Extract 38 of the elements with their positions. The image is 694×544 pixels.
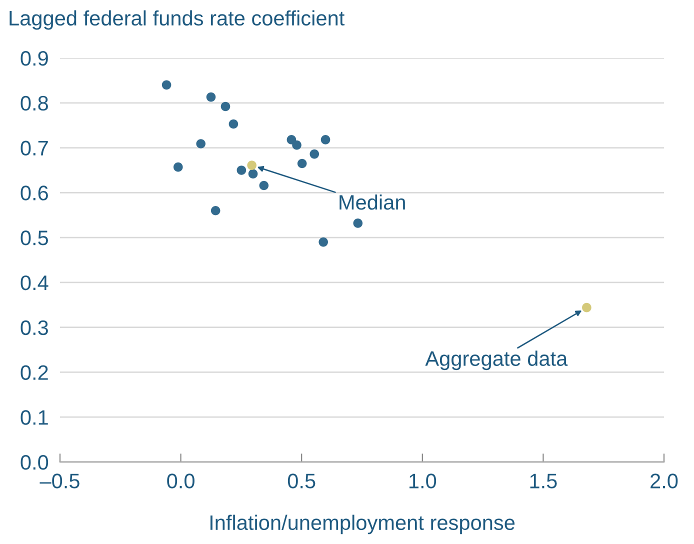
point bbox=[353, 218, 363, 228]
point bbox=[318, 237, 328, 247]
point bbox=[210, 206, 220, 216]
point bbox=[236, 166, 246, 175]
point bbox=[292, 140, 302, 150]
y-axis-title: Lagged federal funds rate coefficient bbox=[10, 10, 345, 30]
x-tick-label: 0.0 bbox=[167, 474, 194, 488]
point bbox=[173, 162, 183, 172]
point bbox=[196, 139, 206, 148]
y-tick-label: 0.2 bbox=[20, 365, 48, 380]
point bbox=[220, 102, 230, 112]
point bbox=[162, 80, 172, 90]
point bbox=[582, 302, 592, 312]
y-tick-label: 0.1 bbox=[20, 410, 48, 425]
x-tick-label: 1.0 bbox=[410, 474, 436, 488]
y-tick-label: 0.0 bbox=[20, 455, 48, 470]
y-tick-label: 0.9 bbox=[20, 51, 48, 66]
x-axis-title: Inflation/unemployment response bbox=[210, 514, 515, 534]
point bbox=[206, 92, 216, 102]
point bbox=[247, 160, 256, 170]
y-tick-label: 0.5 bbox=[20, 230, 48, 246]
point bbox=[320, 135, 330, 144]
y-tick-label: 0.8 bbox=[20, 96, 48, 111]
point bbox=[297, 158, 307, 168]
y-tick-label: 0.7 bbox=[20, 140, 48, 156]
point bbox=[228, 119, 238, 129]
x-tick-label: –0.5 bbox=[40, 474, 80, 488]
y-tick-label: 0.6 bbox=[20, 186, 48, 200]
annotation: Median bbox=[340, 194, 405, 210]
point bbox=[248, 169, 258, 178]
x-tick-label: 1.5 bbox=[530, 474, 557, 488]
x-tick-label: 0.5 bbox=[288, 474, 316, 488]
y-tick-label: 0.3 bbox=[20, 320, 48, 336]
annotation: Aggregate data bbox=[425, 350, 568, 370]
y-tick-label: 0.4 bbox=[20, 275, 48, 290]
point bbox=[310, 149, 320, 159]
point bbox=[259, 180, 269, 190]
x-tick-label: 2.0 bbox=[650, 474, 678, 488]
